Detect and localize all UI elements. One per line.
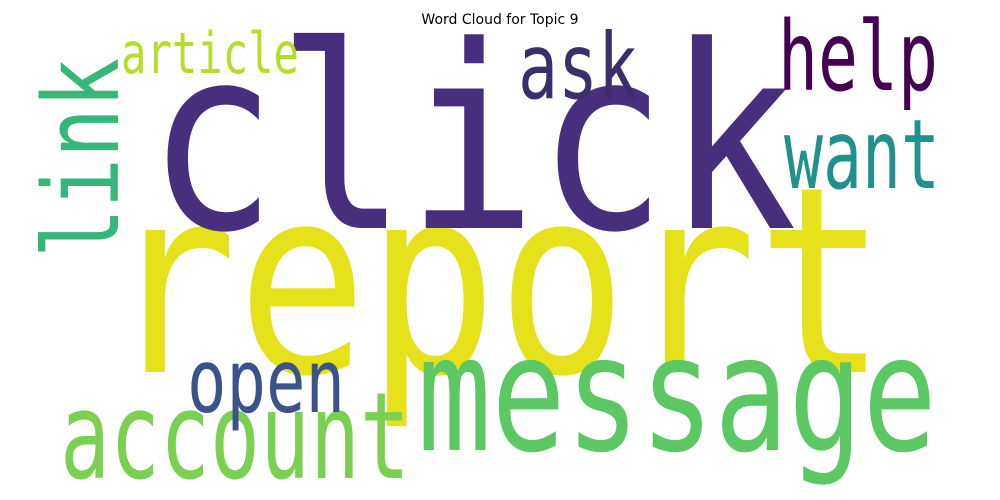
word-link: link	[23, 58, 143, 258]
word-want: want	[784, 100, 940, 211]
word-account: account	[60, 368, 410, 500]
chart-title: Word Cloud for Topic 9	[421, 12, 579, 28]
word-article: article	[121, 20, 299, 87]
word-ask: ask	[518, 13, 638, 119]
word-message: message	[417, 301, 937, 488]
word-open: open	[187, 332, 345, 434]
word-help: help	[778, 2, 938, 114]
word-click: click	[147, 0, 797, 288]
word-report: report	[107, 132, 886, 435]
